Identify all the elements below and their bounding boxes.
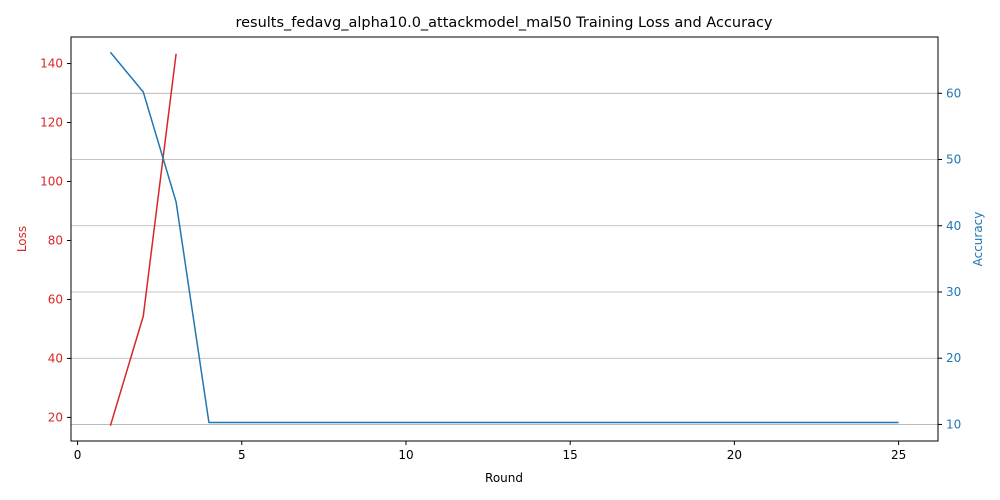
y-left-tick-label: 140 bbox=[40, 57, 63, 71]
y-left-tick-label: 20 bbox=[48, 410, 63, 424]
x-tick-label: 10 bbox=[398, 448, 413, 462]
y-right-tick-label: 20 bbox=[946, 351, 961, 365]
y-left-tick-label: 120 bbox=[40, 116, 63, 130]
grid-layer bbox=[71, 92, 938, 425]
y-right-tick-label: 30 bbox=[946, 285, 961, 299]
y-left-tick-label: 80 bbox=[48, 233, 63, 247]
x-axis-title: Round bbox=[485, 471, 523, 485]
x-tick-label: 5 bbox=[238, 448, 246, 462]
x-axis: 0 5 10 15 20 25 bbox=[74, 441, 906, 462]
plot-frame bbox=[70, 36, 939, 442]
y-axis-right: 10 20 30 40 50 60 bbox=[938, 86, 961, 431]
accuracy-series-line bbox=[109, 51, 899, 424]
chart-title: results_fedavg_alpha10.0_attackmodel_mal… bbox=[235, 15, 772, 31]
y-right-tick-label: 10 bbox=[946, 417, 961, 431]
y-right-tick-label: 50 bbox=[946, 153, 961, 167]
loss-series-line bbox=[109, 53, 177, 426]
y-right-tick-label: 60 bbox=[946, 86, 961, 100]
y-axis-right-title: Accuracy bbox=[971, 212, 985, 267]
x-tick-label: 15 bbox=[563, 448, 578, 462]
y-left-tick-label: 60 bbox=[48, 292, 63, 306]
y-axis-left: 20 40 60 80 100 120 140 bbox=[40, 57, 71, 424]
y-axis-left-title: Loss bbox=[15, 226, 29, 252]
x-tick-label: 0 bbox=[74, 448, 82, 462]
x-tick-label: 25 bbox=[891, 448, 906, 462]
series-layer bbox=[109, 51, 899, 426]
x-tick-label: 20 bbox=[727, 448, 742, 462]
y-left-tick-label: 100 bbox=[40, 174, 63, 188]
y-right-tick-label: 40 bbox=[946, 219, 961, 233]
y-left-tick-label: 40 bbox=[48, 351, 63, 365]
